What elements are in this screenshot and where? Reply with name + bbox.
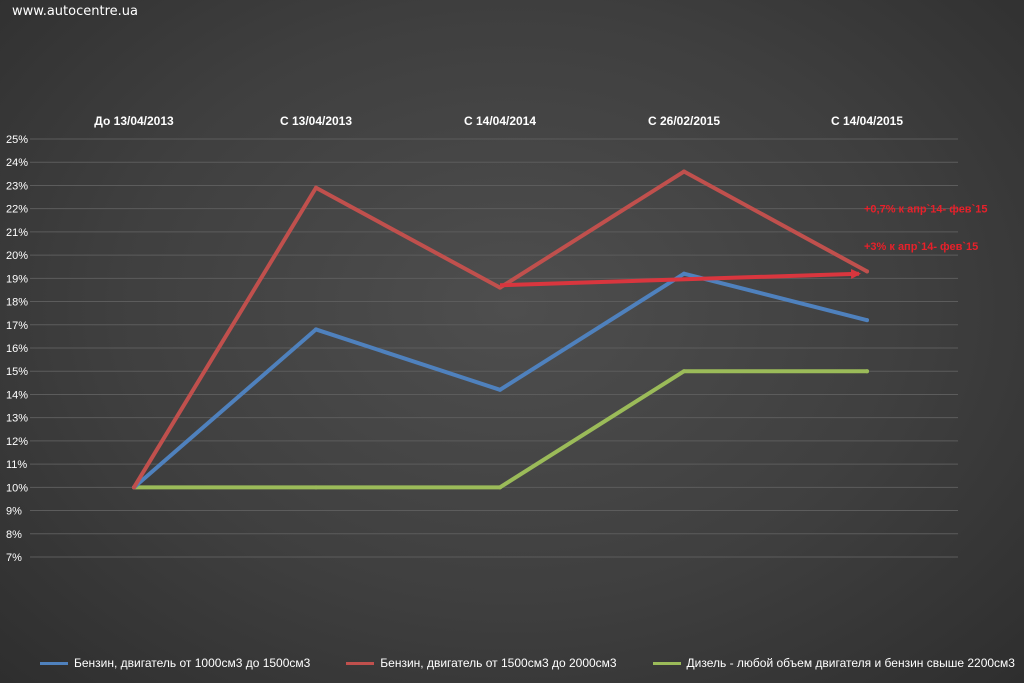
legend: Бензин, двигатель от 1000см3 до 1500см3 …	[40, 656, 1015, 670]
legend-label-series-1: Бензин, двигатель от 1000см3 до 1500см3	[74, 656, 311, 670]
category-label: С 14/04/2015	[831, 114, 903, 128]
data-point	[682, 271, 686, 276]
data-point	[314, 327, 318, 332]
y-tick-label: 20%	[6, 250, 28, 262]
series-line-2	[132, 169, 869, 490]
y-tick-label: 22%	[6, 204, 28, 216]
y-tick-label: 11%	[6, 459, 27, 471]
data-point	[682, 169, 686, 174]
legend-swatch-series-1	[40, 661, 68, 665]
data-point	[865, 269, 869, 274]
legend-swatch-series-2	[346, 661, 375, 665]
y-tick-label: 10%	[6, 482, 28, 494]
series-lines	[132, 169, 869, 490]
data-point	[682, 369, 686, 374]
y-tick-label: 14%	[6, 389, 28, 401]
legend-item-series-2: Бензин, двигатель от 1500см3 до 2000см3	[346, 656, 617, 670]
data-point	[132, 485, 136, 490]
legend-label-series-2: Бензин, двигатель от 1500см3 до 2000см3	[380, 656, 617, 670]
watermark: www.autocentre.ua	[12, 4, 138, 19]
annotation-label: +3% к апр`14- фев`15	[864, 241, 978, 253]
category-label: С 14/04/2014	[464, 114, 536, 128]
y-tick-label: 24%	[6, 157, 28, 169]
y-tick-label: 25%	[6, 134, 28, 146]
y-tick-label: 8%	[6, 529, 22, 541]
y-tick-label: 13%	[6, 413, 28, 425]
y-tick-label: 7%	[6, 552, 22, 564]
category-label: До 13/04/2013	[94, 114, 174, 128]
data-point	[314, 485, 318, 490]
y-tick-label: 15%	[6, 366, 28, 378]
legend-swatch-series-3	[652, 661, 681, 665]
y-tick-label: 23%	[6, 180, 28, 192]
data-point	[498, 387, 502, 392]
category-labels: До 13/04/2013 С 13/04/2013 С 14/04/2014 С 2…	[94, 114, 903, 128]
y-tick-label: 17%	[6, 320, 28, 332]
annotation-label: +0,7% к апр`14- фев`15	[864, 204, 987, 216]
data-point	[865, 318, 869, 323]
trend-arrow-layer	[499, 268, 861, 288]
legend-item-series-1: Бензин, двигатель от 1000см3 до 1500см3	[40, 656, 310, 670]
trend-arrow	[499, 268, 861, 288]
legend-label-series-3: Дизель - любой объем двигателя и бензин …	[686, 656, 1015, 670]
y-tick-label: 12%	[6, 436, 28, 448]
y-tick-label: 9%	[6, 506, 22, 518]
data-point	[865, 369, 869, 374]
y-axis-ticks: 25% 24% 23% 22% 21% 20% 19% 18% 17% 16% 15% 14% 13% 1…	[6, 134, 28, 564]
category-label: С 13/04/2013	[280, 114, 352, 128]
y-tick-label: 16%	[6, 343, 28, 355]
y-tick-label: 18%	[6, 297, 28, 309]
y-tick-label: 21%	[6, 227, 28, 239]
data-point	[314, 185, 318, 190]
category-label: С 26/02/2015	[648, 114, 720, 128]
y-tick-label: 19%	[6, 273, 28, 285]
annotations: +0,7% к апр`14- фев`15 +3% к апр`14- фев`…	[864, 204, 987, 253]
data-point	[498, 485, 502, 490]
legend-item-series-3: Дизель - любой объем двигателя и бензин …	[652, 656, 1015, 670]
gridlines	[30, 138, 958, 558]
